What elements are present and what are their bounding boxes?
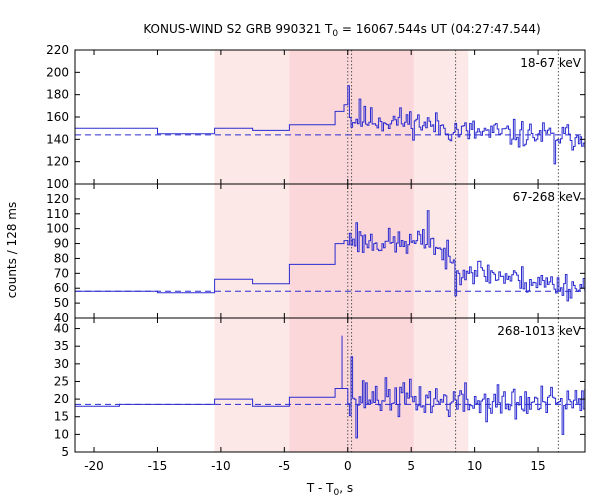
panel-1: 100 120 140 160 180 200 220 18-67 keV [46,43,586,191]
y-tick-label: 60 [54,281,69,295]
chart-title: KONUS-WIND S2 GRB 990321 T0 = 16067.544s… [143,22,540,39]
y-tick-label: 110 [46,207,69,221]
y-tick-label: 25 [54,374,69,388]
panel-energy-label: 67-268 keV [513,190,582,204]
y-tick-label: 40 [54,322,69,336]
x-tick-label: 15 [530,459,545,473]
y-tick-label: 120 [46,192,69,206]
panel-frame [74,317,586,453]
panel-energy-label: 268-1013 keV [497,324,581,338]
x-axis-label: T - T0, s [306,481,353,498]
y-tick-label: 100 [46,222,69,236]
y-tick-label: 20 [54,392,69,406]
y-tick-label: 15 [54,410,69,424]
x-tick-label: 10 [467,459,482,473]
y-tick-label: 100 [46,177,69,191]
x-tick-label: 0 [344,459,352,473]
y-tick-label: 160 [46,110,69,124]
y-tick-label: 50 [54,296,69,310]
panel-3: 5 10 15 20 25 30 35 40 268-1013 keV [54,317,586,459]
y-tick-label: 80 [54,251,69,265]
y-tick-label: 180 [46,88,69,102]
x-tick-label: -15 [148,459,168,473]
panel-energy-label: 18-67 keV [520,56,582,70]
y-tick-label: 90 [54,237,69,251]
lightcurve-series [75,85,586,165]
y-axis-label: counts / 128 ms [5,202,19,298]
y-tick-label: 200 [46,65,69,79]
x-tick-label: -10 [211,459,231,473]
y-tick-label: 5 [61,445,69,459]
y-tick-label: 120 [46,155,69,169]
x-tick-label: 5 [407,459,415,473]
lightcurve-series [75,210,586,302]
y-tick-label: 35 [54,339,69,353]
y-tick-label: 220 [46,43,69,57]
y-tick-label: 140 [46,132,69,146]
x-tick-label: -20 [84,459,104,473]
y-tick-label: 30 [54,357,69,371]
y-tick-label: 10 [54,427,69,441]
x-tick-label: -5 [278,459,290,473]
y-tick-label: 40 [54,311,69,325]
lightcurve-series [75,356,586,439]
y-tick-label: 70 [54,266,69,280]
